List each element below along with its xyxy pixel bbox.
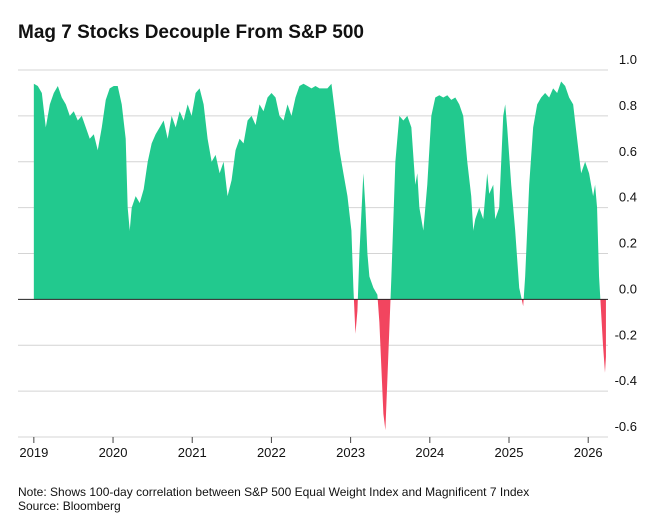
y-tick-label: 0.4 [619,190,637,205]
chart-title: Mag 7 Stocks Decouple From S&P 500 [18,22,364,43]
x-tick-label: 2023 [336,445,365,460]
y-tick-label: -0.4 [615,373,637,388]
correlation-area [33,81,606,431]
x-tick-label: 2025 [495,445,524,460]
x-tick-label: 2024 [415,445,444,460]
y-tick-label: 0.6 [619,144,637,159]
y-tick-label: 1.0 [619,52,637,67]
x-tick-label: 2021 [178,445,207,460]
x-tick-label: 2019 [19,445,48,460]
y-tick-label: -0.2 [615,327,637,342]
y-tick-label: -0.6 [615,419,637,434]
y-tick-label: 0.2 [619,236,637,251]
x-tick-label: 2026 [574,445,603,460]
x-tick-label: 2020 [99,445,128,460]
x-tick-label: 2022 [257,445,286,460]
note: Note: Shows 100-day correlation between … [18,485,529,499]
y-tick-label: 0.8 [619,98,637,113]
y-tick-label: 0.0 [619,281,637,296]
source: Source: Bloomberg [18,499,121,513]
